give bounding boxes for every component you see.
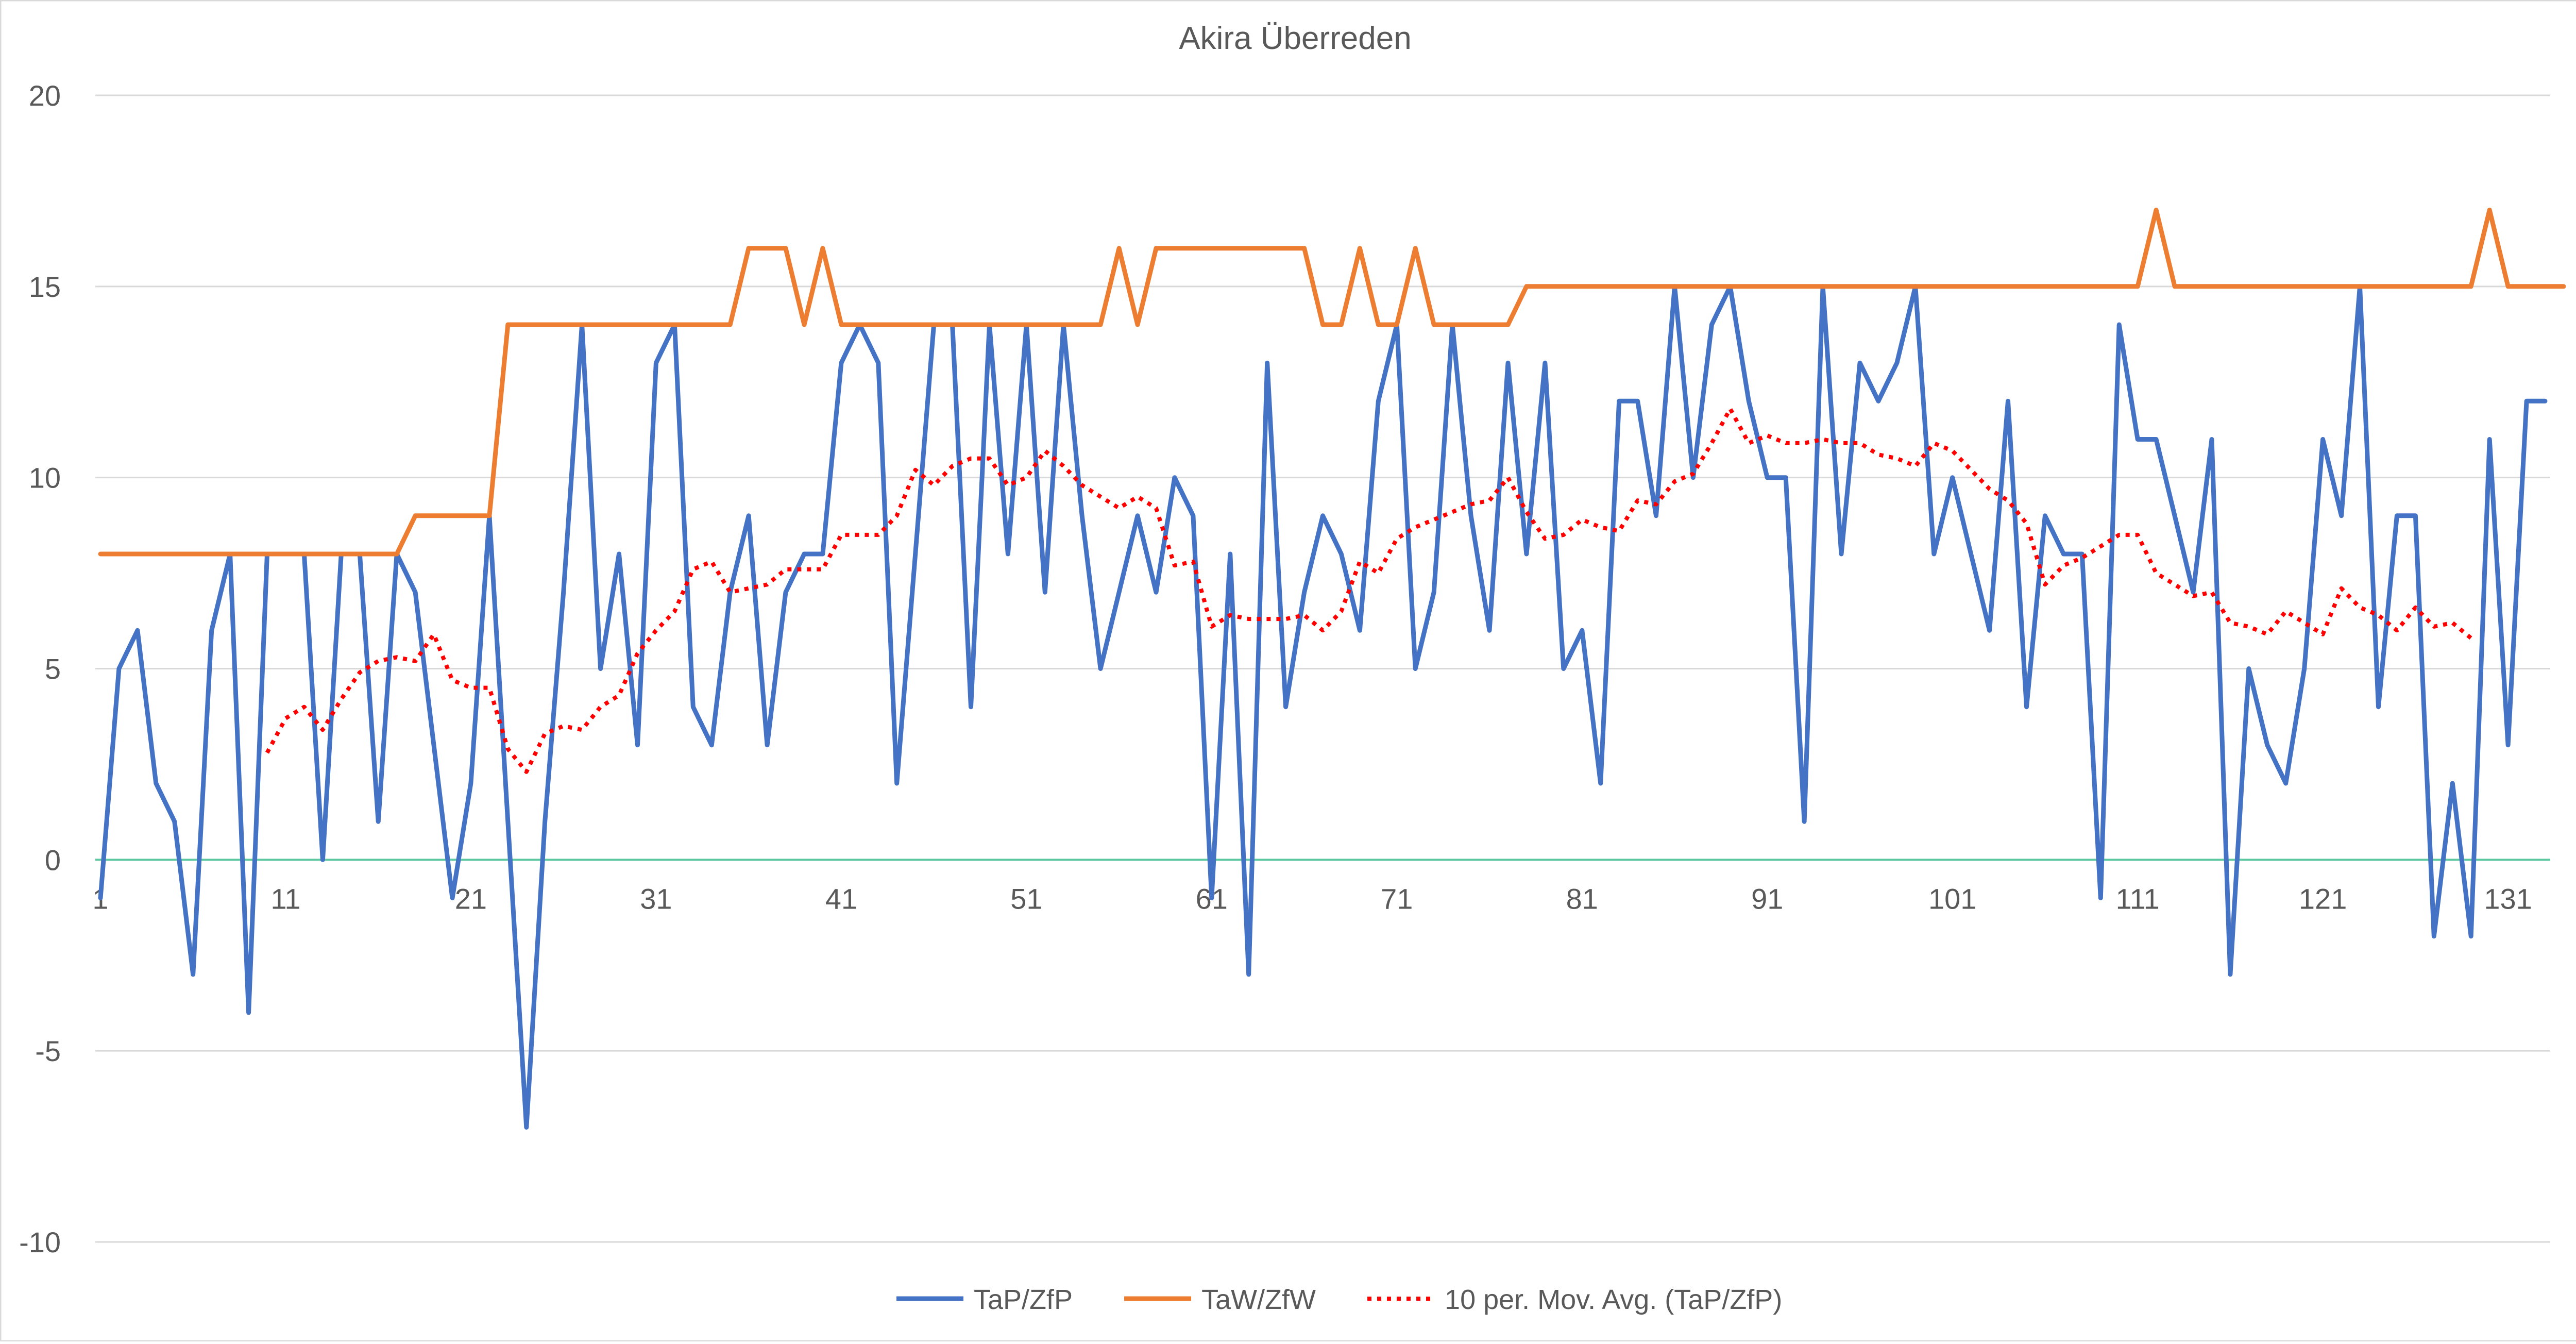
y-tick-label: -10 xyxy=(19,1226,61,1258)
y-tick-label: 5 xyxy=(45,653,61,685)
x-tick-label: 101 xyxy=(1928,882,1976,915)
y-tick-label: -5 xyxy=(35,1035,61,1067)
series-line-0 xyxy=(98,284,2548,1130)
gridlines xyxy=(95,94,2550,1243)
x-tick-label: 71 xyxy=(1381,882,1413,915)
series-lines xyxy=(98,208,2566,1130)
x-tick-label: 11 xyxy=(270,882,300,915)
x-tick-label: 91 xyxy=(1751,882,1783,915)
y-tick-label: 0 xyxy=(45,844,61,876)
x-tick-label: 21 xyxy=(455,882,487,915)
y-tick-label: 20 xyxy=(29,79,61,112)
legend-label-2: 10 per. Mov. Avg. (TaP/ZfP) xyxy=(1445,1284,1782,1315)
x-tick-label: 121 xyxy=(2299,882,2347,915)
chart-title: Akira Überreden xyxy=(1179,21,1411,56)
x-tick-label: 81 xyxy=(1566,882,1598,915)
x-tick-label: 51 xyxy=(1010,882,1042,915)
y-tick-label: 10 xyxy=(29,462,61,494)
legend-label-0: TaP/ZfP xyxy=(974,1284,1073,1315)
series-line-1 xyxy=(98,208,2566,557)
y-tick-label: 15 xyxy=(29,271,61,303)
x-tick-label: 131 xyxy=(2484,882,2532,915)
x-tick-label: 41 xyxy=(825,882,857,915)
x-tick-label: 31 xyxy=(640,882,672,915)
legend: TaP/ZfP TaW/ZfW 10 per. Mov. Avg. (TaP/ZfP… xyxy=(896,1284,1782,1315)
x-tick-label: 111 xyxy=(2116,882,2160,915)
legend-label-1: TaW/ZfW xyxy=(1201,1284,1316,1315)
